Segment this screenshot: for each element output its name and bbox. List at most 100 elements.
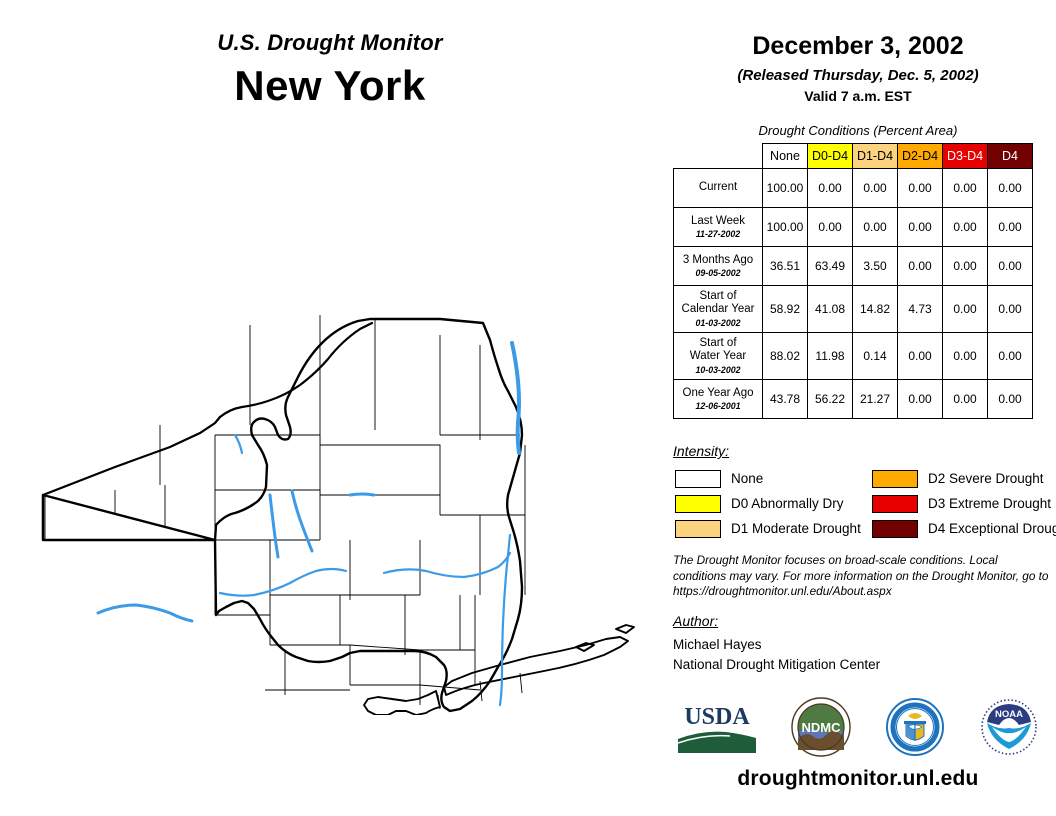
- finger-lake-seneca: [290, 489, 314, 553]
- legend-item-d0: D0 Abnormally Dry: [675, 491, 861, 516]
- cell-none: 36.51: [762, 246, 808, 286]
- legend-item-none: None: [675, 466, 861, 491]
- legend-label: D2 Severe Drought: [928, 471, 1044, 486]
- cell-d1d4: 14.82: [852, 285, 898, 333]
- row-label-text: Start of Calendar Year: [681, 290, 755, 316]
- row-label-3-months-ago: 3 Months Ago 09-05-2002: [673, 246, 763, 286]
- intensity-legend-left: None D0 Abnormally Dry D1 Moderate Droug…: [675, 466, 861, 541]
- date-title: December 3, 2002: [752, 32, 964, 60]
- row-label-current: Current: [673, 168, 763, 208]
- cell-d2d4: 0.00: [897, 246, 943, 286]
- drought-map: [20, 195, 660, 715]
- nw-water: [233, 433, 244, 455]
- row-label-date: 09-05-2002: [695, 268, 741, 279]
- legend-item-d2: D2 Severe Drought: [872, 466, 1056, 491]
- author-name: Michael Hayes: [673, 637, 762, 652]
- table-row: Start of Water Year 10-03-2002 88.02 11.9…: [673, 332, 1033, 380]
- column-header-d1d4: D1-D4: [852, 143, 898, 169]
- noaa-logo-text: NOAA: [995, 709, 1023, 720]
- cell-d4: 0.00: [987, 246, 1033, 286]
- cell-d0d4: 56.22: [807, 379, 853, 419]
- row-label-text: 3 Months Ago: [682, 253, 754, 266]
- cell-d4: 0.00: [987, 285, 1033, 333]
- row-label-start-of-water-year: Start of Water Year 10-03-2002: [673, 332, 763, 380]
- mohawk-river: [382, 551, 512, 579]
- legend-label: D0 Abnormally Dry: [731, 496, 844, 511]
- legend-item-d4: D4 Exceptional Drought: [872, 516, 1056, 541]
- swatch-none-icon: [675, 469, 721, 488]
- column-header-d3d4: D3-D4: [942, 143, 988, 169]
- row-label-date: 12-06-2001: [695, 401, 741, 412]
- lake-ontario-shore: [218, 321, 374, 419]
- ndmc-logo-text: NDMC: [802, 720, 842, 735]
- cell-d4: 0.00: [987, 332, 1033, 380]
- state-outline: [41, 317, 524, 713]
- cell-d0d4: 0.00: [807, 168, 853, 208]
- cell-d4: 0.00: [987, 168, 1033, 208]
- lake-champlain: [510, 341, 521, 455]
- cell-d0d4: 11.98: [807, 332, 853, 380]
- cell-d1d4: 3.50: [852, 246, 898, 286]
- legend-label: None: [731, 471, 764, 486]
- cell-d2d4: 0.00: [897, 379, 943, 419]
- water-features: [96, 341, 521, 707]
- author-heading: Author:: [673, 613, 719, 629]
- oneida-lake: [348, 492, 376, 497]
- column-header-d2d4: D2-D4: [897, 143, 943, 169]
- cell-d1d4: 0.14: [852, 332, 898, 380]
- cell-none: 88.02: [762, 332, 808, 380]
- row-label-one-year-ago: One Year Ago 12-06-2001: [673, 379, 763, 419]
- cell-d3d4: 0.00: [942, 168, 988, 208]
- lake-erie-shore: [41, 415, 222, 542]
- row-label-text: One Year Ago: [682, 386, 754, 399]
- cell-none: 100.00: [762, 168, 808, 208]
- usda-logo: USDA: [676, 698, 758, 760]
- release-date: (Released Thursday, Dec. 5, 2002): [737, 67, 979, 84]
- finger-lake-cayuga: [268, 493, 280, 559]
- cell-d1d4: 0.00: [852, 168, 898, 208]
- map-counties: [44, 315, 526, 705]
- cell-d3d4: 0.00: [942, 379, 988, 419]
- column-header-d4: D4: [987, 143, 1033, 169]
- hudson-river: [498, 533, 512, 707]
- lake-erie-water: [96, 603, 194, 623]
- long-island-counties: [437, 672, 523, 710]
- table-corner-cell: [674, 144, 763, 169]
- cell-d1d4: 21.27: [852, 379, 898, 419]
- usda-logo-text: USDA: [684, 704, 750, 730]
- legend-label: D3 Extreme Drought: [928, 496, 1052, 511]
- legend-label: D4 Exceptional Drought: [928, 521, 1056, 536]
- author-block: Michael Hayes National Drought Mitigatio…: [673, 635, 880, 674]
- cell-d0d4: 41.08: [807, 285, 853, 333]
- row-label-last-week: Last Week 11-27-2002: [673, 207, 763, 247]
- cell-d1d4: 0.00: [852, 207, 898, 247]
- ndmc-logo: NDMC: [790, 696, 852, 763]
- row-label-date: 10-03-2002: [695, 364, 741, 375]
- row-label-text: Current: [698, 181, 738, 194]
- table-row: 3 Months Ago 09-05-2002 36.51 63.49 3.50…: [673, 246, 1033, 286]
- noaa-logo: NOAA: [978, 696, 1040, 763]
- site-url: droughtmonitor.unl.edu: [737, 767, 979, 790]
- row-label-date: 01-03-2002: [695, 317, 741, 328]
- cell-d2d4: 0.00: [897, 168, 943, 208]
- cell-d0d4: 0.00: [807, 207, 853, 247]
- column-header-none: None: [762, 143, 808, 169]
- cell-d4: 0.00: [987, 207, 1033, 247]
- long-island: [363, 624, 635, 715]
- southern-river: [218, 567, 348, 597]
- intensity-heading: Intensity:: [673, 443, 730, 459]
- legend-item-d3: D3 Extreme Drought: [872, 491, 1056, 516]
- swatch-d3-icon: [872, 494, 918, 513]
- row-label-start-of-calendar-year: Start of Calendar Year 01-03-2002: [673, 285, 763, 333]
- cell-d0d4: 63.49: [807, 246, 853, 286]
- cell-d2d4: 0.00: [897, 207, 943, 247]
- cell-none: 58.92: [762, 285, 808, 333]
- table-row: One Year Ago 12-06-2001 43.78 56.22 21.2…: [673, 379, 1033, 419]
- author-organization: National Drought Mitigation Center: [673, 656, 881, 672]
- table-caption: Drought Conditions (Percent Area): [758, 123, 958, 138]
- table-row: Last Week 11-27-2002 100.00 0.00 0.00 0.…: [673, 207, 1033, 247]
- row-label-text: Start of Water Year: [689, 337, 747, 363]
- cell-d3d4: 0.00: [942, 207, 988, 247]
- row-label-date: 11-27-2002: [695, 229, 741, 240]
- cell-d3d4: 0.00: [942, 246, 988, 286]
